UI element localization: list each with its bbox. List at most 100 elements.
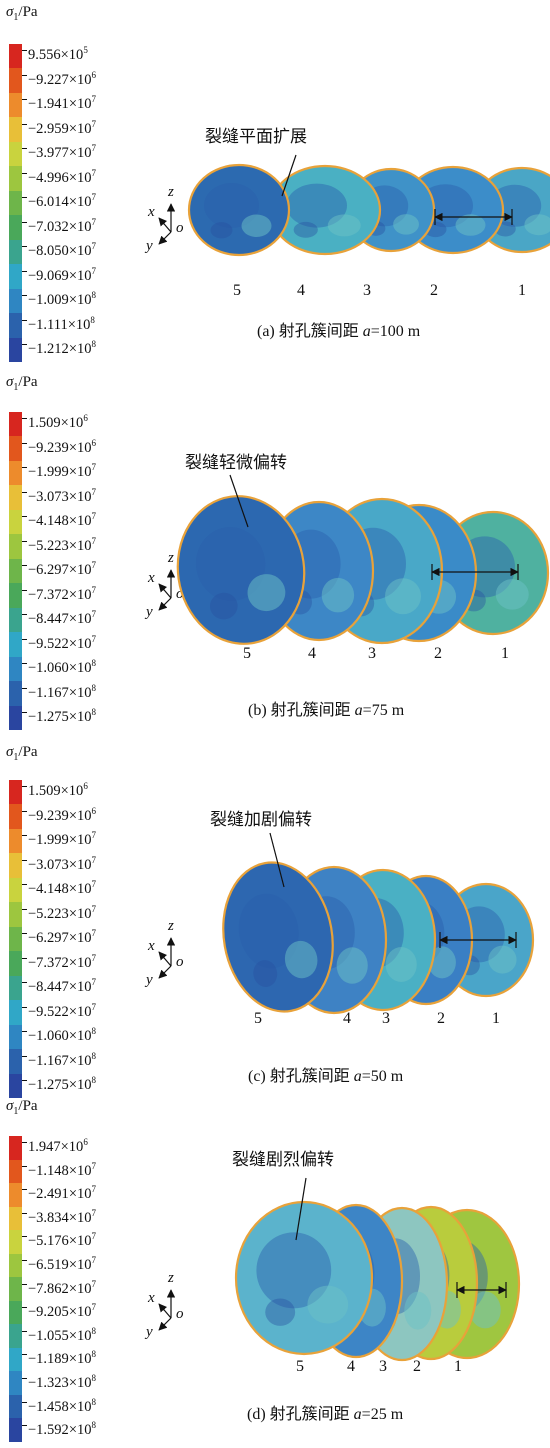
cluster-number: 4 (347, 1358, 355, 1375)
legend-exponent: 7 (91, 1207, 97, 1218)
legend-mantissa: −7.372 (28, 954, 69, 971)
legend-value: −5.176×107 (28, 1231, 96, 1250)
color-bar-segment (9, 509, 22, 535)
legend-exponent: 5 (83, 45, 88, 55)
legend-exponent: 7 (91, 584, 97, 595)
legend-exponent: 8 (91, 290, 97, 300)
legend-tick (22, 246, 27, 247)
caption-variable: a (353, 1406, 362, 1423)
legend-exponent: 7 (91, 830, 97, 840)
legend-exponent: 8 (91, 1420, 97, 1431)
legend-tick (22, 810, 27, 812)
legend-tick (22, 565, 27, 566)
fracture-disc (187, 163, 291, 257)
y-axis-arrow (158, 231, 172, 245)
caption-prefix: (b) 射孔簇间距 (248, 702, 355, 719)
legend-exponent: 6 (91, 437, 97, 448)
sigma-subscript: 1 (13, 1106, 19, 1117)
legend-mantissa: −5.223 (28, 905, 69, 922)
legend-exponent: 7 (91, 535, 97, 546)
legend-tick (22, 1006, 27, 1008)
legend-value: −1.060×108 (28, 658, 96, 676)
color-bar-segment (9, 190, 22, 216)
panel-caption: (d) 射孔簇间距 a=25 m (247, 1400, 403, 1424)
axis-letter: o (176, 954, 184, 970)
legend-exponent: 6 (83, 781, 88, 791)
sigma-symbol: σ (6, 4, 14, 20)
legend-tick (22, 884, 27, 885)
color-bar-segment (9, 412, 22, 437)
legend-value: −9.069×107 (28, 265, 96, 284)
axis-letter: y (146, 1324, 153, 1340)
legend-tick (22, 1378, 27, 1379)
legend-value: −4.148×107 (28, 879, 96, 897)
legend-mantissa: −9.239 (28, 439, 69, 456)
legend-value: −9.205×107 (28, 1302, 96, 1321)
legend-tick (22, 589, 27, 591)
legend-exponent: 7 (91, 560, 97, 570)
color-bar-segment (9, 853, 22, 879)
legend-exponent: 7 (91, 609, 97, 619)
legend-mantissa: −8.447 (28, 979, 69, 995)
legend-value: −5.223×107 (28, 535, 97, 554)
color-bar-segment (9, 1159, 22, 1184)
legend-value: 1.509×106 (28, 781, 88, 799)
color-bar-segment (9, 485, 22, 511)
sigma-subscript: 1 (13, 382, 19, 393)
caption-variable: a (362, 323, 371, 340)
legend-mantissa: −3.073 (28, 488, 69, 505)
legend-tick (22, 687, 27, 689)
legend-tick (22, 418, 27, 419)
color-bar-segment (9, 44, 22, 69)
color-bar (9, 1136, 22, 1443)
legend-value: 9.556×105 (28, 45, 88, 63)
y-axis-arrow (158, 1317, 172, 1331)
legend-exponent: 8 (90, 314, 95, 325)
legend-exponent: 7 (91, 1278, 97, 1289)
legend-tick (22, 786, 27, 787)
legend-mantissa: −1.275 (28, 709, 69, 725)
legend-exponent: 7 (91, 462, 97, 472)
legend-value: −1.458×108 (28, 1396, 96, 1415)
cluster-number: 5 (233, 282, 241, 299)
color-bar-segment (9, 656, 22, 682)
y-axis-arrow (158, 965, 172, 979)
cluster-number: 4 (343, 1010, 351, 1027)
legend-mantissa: −2.959 (28, 120, 69, 137)
legend-exponent: 6 (91, 805, 97, 816)
color-bar-segment (9, 215, 22, 241)
legend-mantissa: −1.275 (28, 1077, 69, 1093)
color-bar-segment (9, 166, 22, 192)
caption-value: =100 m (370, 323, 421, 340)
legend-value: −1.060×108 (28, 1026, 96, 1044)
legend-tick (22, 491, 27, 493)
x-axis-arrow (158, 217, 172, 233)
annotation-leader-line (229, 474, 249, 528)
legend-exponent: 7 (91, 1001, 97, 1012)
color-bar-segment (9, 607, 22, 633)
legend-tick (22, 638, 27, 640)
legend-value: −1.148×107 (28, 1160, 96, 1179)
legend-value: −9.239×106 (28, 805, 97, 824)
legend-value: −9.522×107 (28, 1001, 97, 1020)
legend-value: −3.073×107 (28, 486, 96, 505)
legend-exponent: 7 (91, 903, 97, 914)
legend-exponent: 7 (91, 94, 97, 104)
legend-exponent: 7 (91, 854, 97, 865)
legend-value: −1.055×108 (28, 1325, 96, 1344)
legend-mantissa: −6.297 (28, 930, 69, 946)
legend-value: −9.522×107 (28, 633, 96, 652)
legend-tick (22, 1425, 27, 1427)
legend-exponent: 7 (91, 977, 97, 987)
cluster-number: 4 (308, 645, 316, 662)
axis-letter: z (168, 184, 174, 200)
legend-mantissa: −6.297 (28, 562, 69, 578)
color-bar-segment (9, 804, 22, 830)
caption-variable: a (353, 1068, 362, 1085)
legend-mantissa: −1.458 (28, 1398, 69, 1415)
axis-letter: z (168, 1270, 174, 1286)
cluster-number: 3 (382, 1010, 390, 1027)
axis-letter: o (176, 586, 184, 602)
color-bar-segment (9, 1230, 22, 1255)
color-bar (9, 412, 22, 731)
